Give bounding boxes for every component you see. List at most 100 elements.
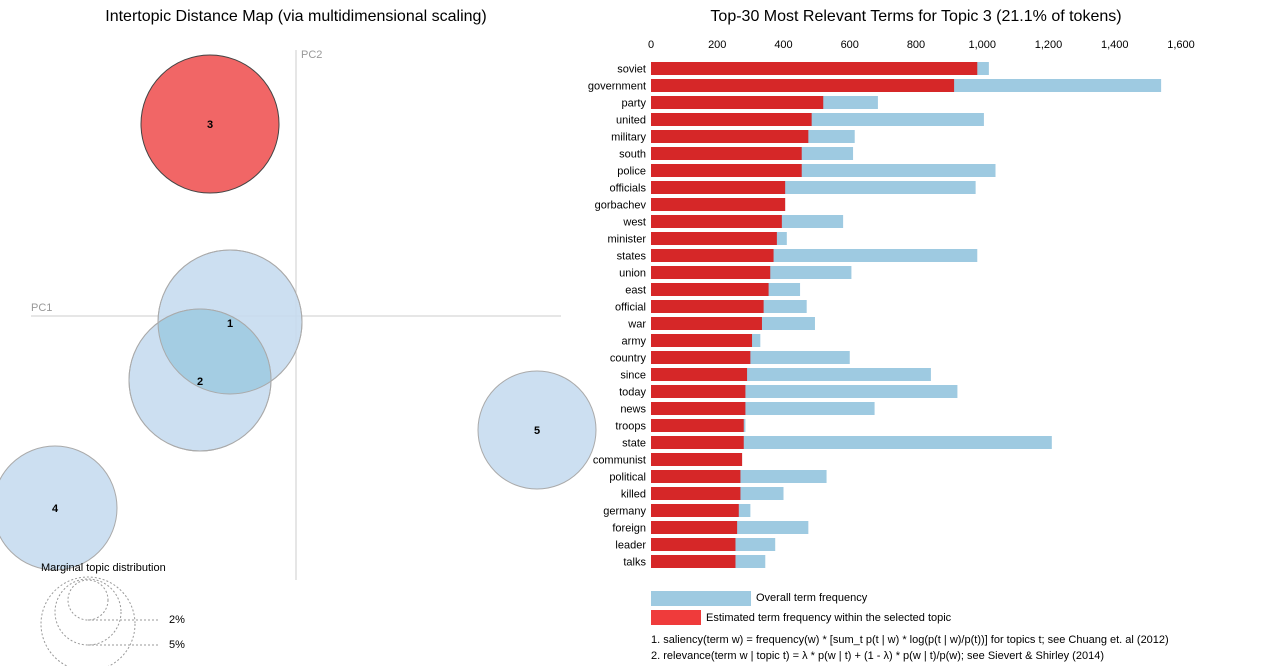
relevance-note: 2. relevance(term w | topic t) = λ * p(w… — [651, 650, 1104, 662]
term-label[interactable]: war — [627, 319, 646, 331]
topic-frequency-bar[interactable] — [651, 453, 743, 466]
term-label[interactable]: leader — [615, 540, 646, 552]
topic-frequency-bar[interactable] — [651, 147, 802, 160]
topic-frequency-bar[interactable] — [651, 521, 738, 534]
term-label[interactable]: west — [622, 217, 646, 229]
topic-label-3: 3 — [207, 119, 213, 131]
topic-frequency-bar[interactable] — [651, 538, 736, 551]
term-label[interactable]: germany — [603, 506, 646, 518]
topic-frequency-bar[interactable] — [651, 555, 736, 568]
term-label[interactable]: country — [610, 353, 647, 365]
topic-frequency-bar[interactable] — [651, 181, 786, 194]
term-label[interactable]: officials — [610, 183, 647, 195]
marginal-circle-medium — [54, 578, 122, 646]
topic-bubble-4[interactable] — [0, 445, 118, 571]
topic-frequency-bar[interactable] — [651, 402, 746, 415]
x-tick-label: 800 — [907, 39, 925, 51]
marginal-circle-large — [40, 576, 136, 666]
topic-frequency-bar[interactable] — [651, 164, 802, 177]
term-label[interactable]: states — [617, 251, 647, 263]
topic-label-4: 4 — [52, 503, 59, 515]
pc1-axis-label: PC1 — [31, 302, 52, 314]
topic-frequency-bar[interactable] — [651, 283, 769, 296]
marginal-level-2: 2% — [169, 614, 185, 626]
topic-label-2: 2 — [197, 376, 203, 388]
x-tick-label: 1,400 — [1101, 39, 1129, 51]
term-label[interactable]: foreign — [612, 523, 646, 535]
term-label[interactable]: official — [615, 302, 646, 314]
legend-swatch-estimated — [651, 610, 701, 625]
marginal-label: Marginal topic distribution — [41, 562, 166, 574]
term-label[interactable]: talks — [623, 557, 646, 569]
term-label[interactable]: police — [617, 166, 646, 178]
topic-frequency-bar[interactable] — [651, 266, 771, 279]
term-label[interactable]: soviet — [617, 64, 646, 76]
term-label[interactable]: united — [616, 115, 646, 127]
x-tick-label: 600 — [841, 39, 859, 51]
topic-frequency-bar[interactable] — [651, 215, 782, 228]
saliency-note: 1. saliency(term w) = frequency(w) * [su… — [651, 634, 1169, 646]
x-tick-label: 400 — [774, 39, 792, 51]
topic-frequency-bar[interactable] — [651, 317, 762, 330]
topic-bubble-2-outline — [128, 308, 272, 452]
legend-estimated-label: Estimated term frequency within the sele… — [706, 612, 952, 624]
topic-frequency-bar[interactable] — [651, 198, 786, 211]
topic-frequency-bar[interactable] — [651, 334, 753, 347]
term-label[interactable]: minister — [607, 234, 646, 246]
term-label[interactable]: since — [620, 370, 646, 382]
marginal-level-5: 5% — [169, 639, 185, 651]
topic-frequency-bar[interactable] — [651, 79, 955, 92]
intertopic-map: PC2 PC1 1 2 3 4 5 — [0, 49, 597, 580]
term-label[interactable]: political — [609, 472, 646, 484]
pc2-axis-label: PC2 — [301, 49, 322, 61]
term-label[interactable]: army — [622, 336, 647, 348]
term-label[interactable]: news — [620, 404, 646, 416]
term-label[interactable]: south — [619, 149, 646, 161]
legend-overall-label: Overall term frequency — [756, 592, 868, 604]
x-tick-label: 1,200 — [1035, 39, 1063, 51]
topic-frequency-bar[interactable] — [651, 300, 764, 313]
topic-frequency-bar[interactable] — [651, 351, 751, 364]
topic-frequency-bar[interactable] — [651, 487, 741, 500]
marginal-distribution-legend: Marginal topic distribution 2% 5% — [40, 562, 185, 666]
term-label[interactable]: killed — [621, 489, 646, 501]
term-label[interactable]: state — [622, 438, 646, 450]
x-tick-label: 200 — [708, 39, 726, 51]
term-label[interactable]: gorbachev — [595, 200, 647, 212]
topic-bubble-5[interactable] — [477, 370, 597, 490]
x-tick-label: 1,600 — [1167, 39, 1195, 51]
topic-overlap-1-2 — [158, 309, 271, 394]
term-label[interactable]: military — [611, 132, 646, 144]
topic-bubble-1-outline — [157, 249, 303, 395]
topic-frequency-bar[interactable] — [651, 113, 812, 126]
term-label[interactable]: east — [625, 285, 646, 297]
topic-frequency-bar[interactable] — [651, 130, 809, 143]
bar-legend: Overall term frequency Estimated term fr… — [651, 591, 1169, 662]
topic-label-1: 1 — [227, 318, 233, 330]
topic-frequency-bar[interactable] — [651, 470, 741, 483]
topic-frequency-bar[interactable] — [651, 96, 824, 109]
intertopic-map-title: Intertopic Distance Map (via multidimens… — [105, 8, 487, 25]
x-tick-label: 1,000 — [968, 39, 996, 51]
term-label[interactable]: government — [588, 81, 646, 93]
term-label[interactable]: troops — [615, 421, 646, 433]
term-label[interactable]: communist — [593, 455, 646, 467]
topic-label-5: 5 — [534, 425, 540, 437]
topic-frequency-bar[interactable] — [651, 385, 746, 398]
topic-frequency-bar[interactable] — [651, 249, 774, 262]
marginal-circle-small — [67, 579, 109, 621]
overall-frequency-bar[interactable] — [651, 436, 1052, 449]
x-tick-label: 0 — [648, 39, 654, 51]
topic-frequency-bar[interactable] — [651, 368, 748, 381]
topic-frequency-bar[interactable] — [651, 504, 739, 517]
topic-frequency-bar[interactable] — [651, 436, 744, 449]
term-label[interactable]: party — [622, 98, 647, 110]
term-label[interactable]: union — [619, 268, 646, 280]
topic-frequency-bar[interactable] — [651, 62, 978, 75]
topic-bubble-3[interactable] — [140, 54, 280, 194]
topic-frequency-bar[interactable] — [651, 232, 777, 245]
bar-chart-title: Top-30 Most Relevant Terms for Topic 3 (… — [710, 8, 1121, 25]
term-label[interactable]: today — [619, 387, 646, 399]
topic-frequency-bar[interactable] — [651, 419, 744, 432]
